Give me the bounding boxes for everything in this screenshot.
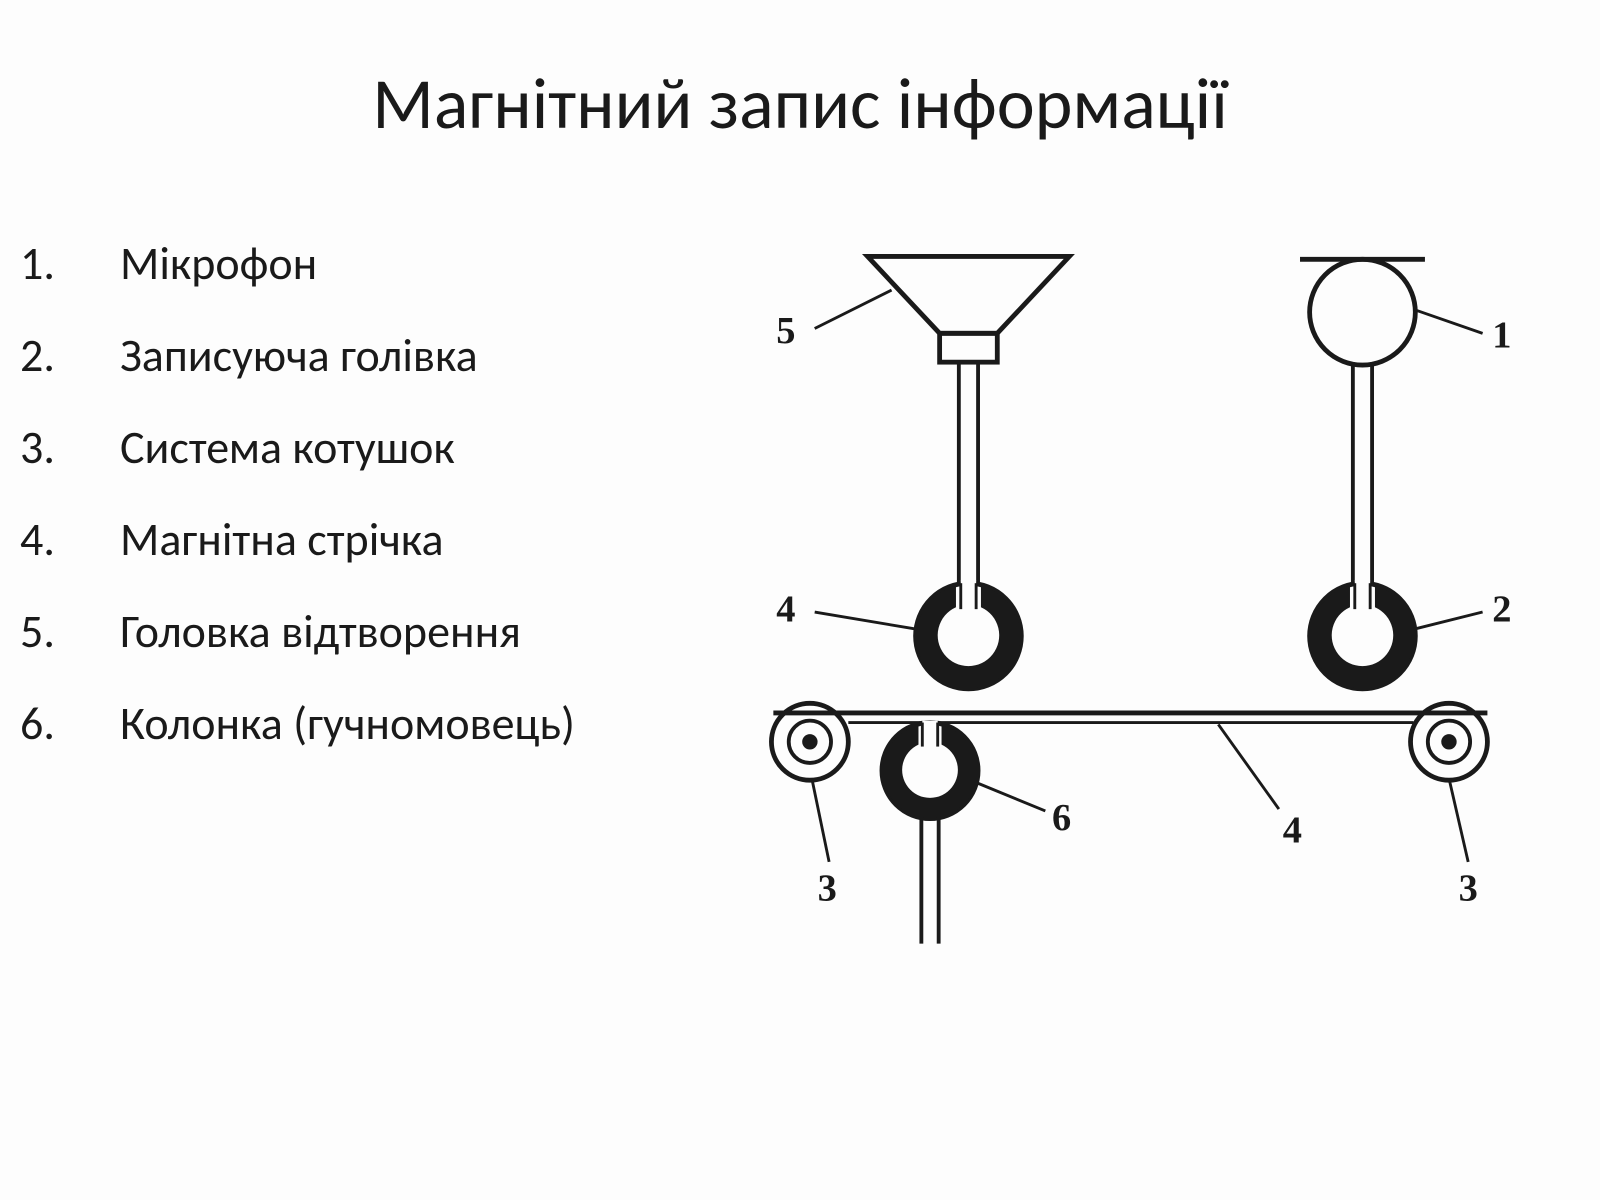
recording-head-icon bbox=[1309, 580, 1415, 689]
label-7: 6 bbox=[1052, 797, 1071, 839]
speaker-icon bbox=[867, 256, 1069, 583]
playback-head-icon bbox=[915, 580, 1021, 689]
microphone-icon bbox=[1300, 259, 1425, 583]
tape-icon bbox=[773, 713, 1487, 723]
label-3-left: 3 bbox=[817, 867, 836, 909]
legend-item: 3.Система котушок bbox=[60, 402, 733, 494]
schematic-diagram: 5 1 4 2 3 3 4 bbox=[733, 188, 1540, 988]
label-2: 2 bbox=[1492, 589, 1511, 631]
legend-list: 1.Мікрофон 2.Записуюча голівка 3.Система… bbox=[60, 188, 733, 988]
label-4b: 4 bbox=[1282, 810, 1301, 852]
legend-item: 6.Колонка (гучномовець) bbox=[60, 678, 733, 770]
content-area: 1.Мікрофон 2.Записуюча голівка 3.Система… bbox=[0, 188, 1600, 988]
legend-item: 5.Головка відтворення bbox=[60, 586, 733, 678]
label-6: 5 bbox=[776, 310, 795, 352]
legend-item: 4.Магнітна стрічка bbox=[60, 494, 733, 586]
legend-item: 1.Мікрофон bbox=[60, 218, 733, 310]
label-5: 4 bbox=[776, 589, 795, 631]
schematic-svg: 5 1 4 2 3 3 4 bbox=[733, 188, 1540, 988]
legend-item: 2.Записуюча голівка bbox=[60, 310, 733, 402]
label-1: 1 bbox=[1492, 315, 1511, 357]
erase-head-icon bbox=[882, 721, 978, 944]
page-title: Магнітний запис інформації bbox=[0, 0, 1600, 188]
label-3-right: 3 bbox=[1458, 867, 1477, 909]
